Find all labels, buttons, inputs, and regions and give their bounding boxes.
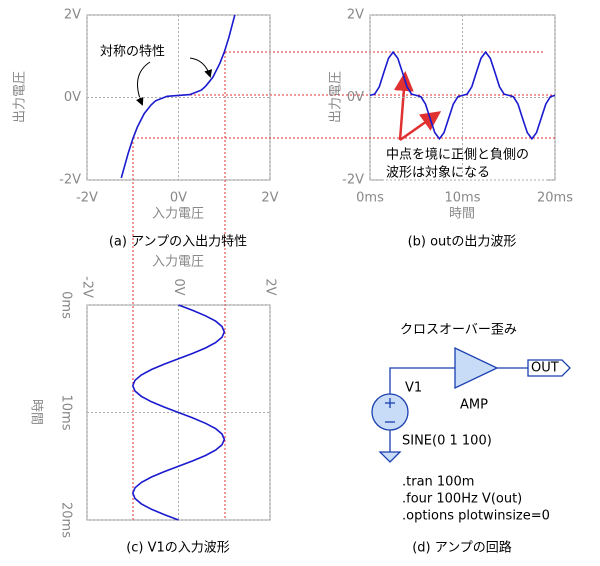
annotation-arrow [399,111,442,142]
ground [378,451,402,463]
curve [131,304,226,521]
amp-label: AMP [460,398,488,413]
circuit-heading: クロスオーバー歪み [400,323,517,338]
output-port [527,359,571,377]
x-tick-label: 0V [170,191,187,206]
x-tick-label: 20ms [537,191,573,206]
x-axis-label: 時間 [29,399,44,425]
y-tick-label: 2V [263,278,278,295]
annotation-background [383,145,548,181]
x-tick-label: 0ms [356,191,384,206]
curve [120,14,236,179]
port-label: OUT [531,361,559,376]
x-tick-label: 2V [261,191,278,206]
caption: (a) アンプの入出力特性 [109,235,247,250]
curve [369,50,556,141]
x-axis-label: 時間 [449,207,475,222]
y-tick-label: -2V [80,276,95,298]
y-axis-label: 入力電圧 [152,255,204,270]
directive: .options plotwinsize=0 [402,509,550,524]
source-spec: SINE(0 1 100) [402,434,492,449]
annotation: 波形は対象になる [386,166,490,181]
y-tick-label: 0V [171,278,186,295]
x-tick-label: 20ms [59,502,74,538]
annotation: 対称の特性 [100,45,165,60]
caption: (c) V1の入力波形 [126,541,230,556]
caption: (d) アンプの回路 [412,540,512,556]
circuit: クロスオーバー歪み OUT V1 AMP SINE(0 1 100) .tran… [371,323,571,556]
y-tick-label: 0V [347,90,364,105]
source-label: V1 [405,381,422,396]
y-tick-label: 0V [64,90,81,105]
x-tick-label: 0ms [59,291,74,319]
directive: .tran 100m [402,475,474,490]
wire [389,367,455,394]
y-axis-label: 出力電圧 [13,71,28,123]
y-tick-label: -2V [59,173,81,188]
amplifier [454,346,499,390]
x-tick-label: 10ms [445,191,481,206]
annotation: 中点を境に正側と負側の [386,148,529,163]
y-axis-label: 出力電圧 [329,71,344,123]
annotation-arrow [136,61,151,106]
directive: .four 100Hz V(out) [402,492,522,507]
y-tick-label: 2V [347,8,364,23]
caption: (b) outの出力波形 [408,235,517,250]
y-tick-label: 2V [64,8,81,23]
guide-lines [132,51,555,520]
x-tick-label: -2V [76,191,98,206]
y-tick-label: -2V [342,173,364,188]
x-tick-label: 10ms [59,395,74,431]
annotation-arrow [189,57,213,78]
annotation-arrow [393,71,414,141]
x-axis-label: 入力電圧 [152,207,204,222]
